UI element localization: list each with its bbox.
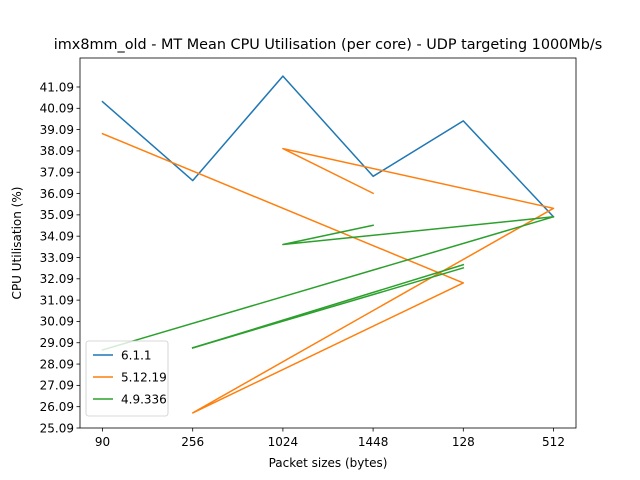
x-tick-label: 1024: [268, 435, 299, 449]
x-tick-label: 90: [95, 435, 110, 449]
x-axis: 90 256 1024 1448 128 512: [95, 428, 565, 449]
y-axis-label: CPU Utilisation (%): [10, 187, 24, 300]
y-tick-label: 25.09: [40, 421, 74, 435]
legend-label: 6.1.1: [121, 348, 152, 362]
x-tick-label: 1448: [358, 435, 389, 449]
y-tick-label: 28.09: [40, 357, 74, 371]
y-tick-label: 30.09: [40, 315, 74, 329]
y-tick-label: 29.09: [40, 336, 74, 350]
series-line-1: [101, 132, 555, 414]
y-tick-label: 41.09: [40, 80, 74, 94]
y-tick-label: 32.09: [40, 272, 74, 286]
y-tick-label: 40.09: [40, 102, 74, 116]
legend-label: 4.9.336: [121, 392, 167, 406]
legend-box: [85, 340, 169, 417]
y-tick-label: 33.09: [40, 251, 74, 265]
y-tick-label: 26.09: [40, 400, 74, 414]
plot-area-frame: [79, 57, 577, 429]
series-line-4: [191, 266, 465, 349]
plot-lines: [101, 75, 555, 414]
chart-title: imx8mm_old - MT Mean CPU Utilisation (pe…: [54, 37, 602, 53]
x-tick-label: 128: [452, 435, 475, 449]
y-tick-label: 35.09: [40, 208, 74, 222]
y-tick-label: 34.09: [40, 229, 74, 243]
y-tick-label: 27.09: [40, 379, 74, 393]
y-tick-label: 37.09: [40, 166, 74, 180]
y-tick-label: 36.09: [40, 187, 74, 201]
y-tick-label: 39.09: [40, 123, 74, 137]
x-axis-label: Packet sizes (bytes): [269, 456, 388, 470]
y-tick-label: 31.09: [40, 293, 74, 307]
x-tick-label: 256: [181, 435, 204, 449]
y-axis: 25.09 26.09 27.09 28.09 29.09 30.09 31.09 32.09…: [40, 80, 80, 435]
series-line-0: [101, 75, 555, 218]
legend: 6.1.1 5.12.19 4.9.336: [85, 340, 169, 417]
legend-label: 5.12.19: [121, 370, 167, 384]
y-tick-label: 38.09: [40, 144, 74, 158]
series-line-2: [101, 216, 555, 351]
x-tick-label: 512: [542, 435, 565, 449]
